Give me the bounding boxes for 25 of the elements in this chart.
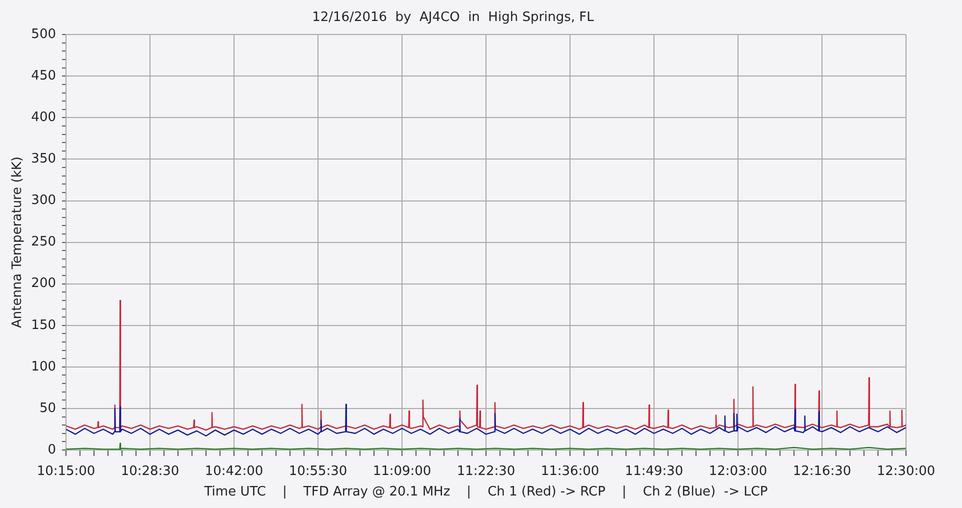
y-tick-label: 200 — [31, 276, 56, 292]
x-tick-label: 12:03:00 — [708, 464, 768, 480]
x-tick-label: 11:09:00 — [372, 464, 432, 480]
chart-title: 12/16/2016 by AJ4CO in High Springs, FL — [312, 10, 595, 26]
x-tick-label: 10:42:00 — [204, 464, 264, 480]
x-tick-label: 11:49:30 — [624, 464, 684, 480]
y-tick-label: 400 — [31, 110, 56, 126]
y-axis-title: Antenna Temperature (kK) — [10, 156, 26, 328]
y-tick-label: 350 — [31, 152, 56, 167]
x-tick-label: 12:16:30 — [792, 464, 852, 480]
x-axis-title: Time UTC | TFD Array @ 20.1 MHz | Ch 1 (Red) -> RCP | Ch 2 (Blue) -> LCP — [203, 484, 768, 500]
x-tick-label: 10:15:00 — [36, 464, 96, 480]
y-tick-label: 500 — [31, 26, 56, 42]
x-tick-label: 11:22:30 — [456, 464, 516, 480]
y-tick-label: 150 — [31, 318, 56, 333]
y-tick-label: 300 — [31, 193, 56, 208]
y-tick-label: 250 — [31, 234, 56, 250]
y-tick-label: 0 — [48, 442, 56, 458]
y-tick-label: 100 — [31, 359, 56, 374]
y-tick-label: 450 — [31, 68, 56, 84]
x-tick-label: 12:30:00 — [876, 464, 936, 480]
y-tick-label: 50 — [39, 400, 56, 416]
x-tick-label: 10:28:30 — [120, 464, 180, 480]
x-tick-label: 11:36:00 — [540, 464, 600, 480]
x-tick-label: 10:55:30 — [288, 464, 348, 480]
